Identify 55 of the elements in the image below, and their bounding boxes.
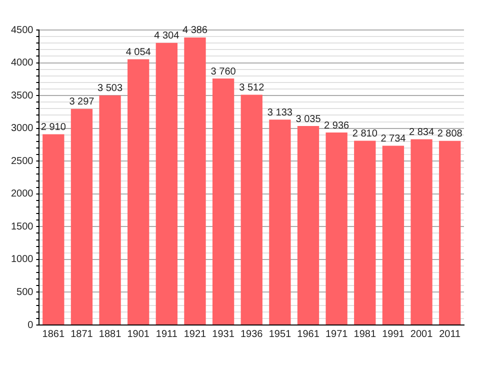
x-tick-label: 1881 [98,328,122,340]
bar [240,94,262,324]
bar [269,120,291,324]
data-label: 3 503 [98,83,123,94]
bar [70,108,93,324]
y-tick-label: 500 [16,286,34,298]
x-tick-label: 1936 [240,328,264,340]
bar [184,37,206,324]
x-tick-label: 2011 [439,328,462,340]
y-tick-label: 3500 [10,90,34,102]
x-tick-label: 1901 [127,328,150,340]
x-tick-label: 1971 [325,328,348,340]
bar [156,42,178,324]
data-label: 2 834 [409,126,434,138]
bar [354,140,376,324]
y-tick-label: 2000 [10,188,34,200]
bar [382,146,404,324]
bar [99,95,121,324]
y-tick-label: 0 [28,320,34,331]
data-label: 3 297 [69,96,95,108]
data-label: 3 512 [239,82,265,94]
x-tick-label: 2001 [410,328,434,340]
data-label: 2 734 [380,134,406,145]
y-tick-label: 1000 [10,254,34,266]
bar [410,139,432,324]
bar [326,132,348,324]
x-tick-label: 1911 [156,328,178,340]
x-tick-label: 1951 [268,328,292,340]
data-label: 4 054 [126,46,152,58]
x-tick-label: 1871 [70,328,94,340]
data-label: 3 133 [267,107,293,118]
bar [212,78,234,324]
x-tick-label: 1961 [297,328,320,340]
x-tick-label: 1931 [212,328,235,340]
data-label: 2 910 [40,122,66,133]
x-tick-label: 1981 [354,328,376,340]
y-tick-label: 4500 [10,24,34,36]
x-tick-label: 1921 [184,328,207,340]
data-label: 4 386 [182,25,208,36]
bar [128,59,150,324]
data-label: 3 035 [296,114,322,125]
bar [42,134,64,324]
x-tick-label: 1861 [42,328,65,340]
data-label: 2 810 [352,128,378,140]
bar [439,140,461,324]
data-label: 3 760 [210,66,236,78]
y-tick-label: 3000 [10,123,34,134]
data-label: 4 304 [154,30,180,42]
x-tick-label: 1991 [382,328,405,340]
data-label: 2 808 [437,128,463,140]
y-tick-label: 1500 [10,221,34,232]
y-tick-label: 4000 [10,58,34,69]
y-tick-label: 2500 [10,156,34,167]
data-label: 2 936 [324,120,350,132]
bar [297,126,320,324]
